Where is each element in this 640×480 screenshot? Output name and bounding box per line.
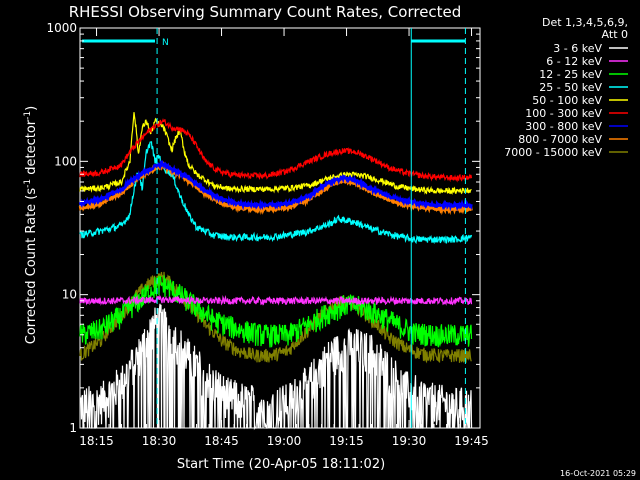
x-tick-label: 19:45 (454, 434, 489, 448)
legend-entry-label: 7000 - 15000 keV (504, 146, 602, 159)
top-bar-label: N (162, 38, 169, 48)
y-axis-label: Corrected Count Rate (s-1 detector-1) (23, 106, 39, 344)
series-line-6to12kev (79, 294, 473, 306)
chart-title: RHESSI Observing Summary Count Rates, Co… (69, 3, 462, 21)
y-axis-label-part-e: ) (24, 106, 39, 111)
x-tick-label: 19:30 (392, 434, 427, 448)
x-tick-label: 19:15 (329, 434, 364, 448)
legend-entry-label: 3 - 6 keV (553, 42, 602, 55)
y-axis-label-part-c: detector (24, 119, 39, 179)
series-line-100to300kev (79, 118, 473, 183)
marker-layer: N (82, 28, 466, 428)
series-layer (78, 112, 473, 431)
x-tick-label: 18:30 (142, 434, 177, 448)
y-axis-label-part-a: Corrected Count Rate (s (24, 188, 39, 345)
legend-entry-label: 50 - 100 keV (532, 94, 602, 107)
y-axis-label-sup-1: -1 (23, 179, 33, 188)
y-axis-label-sup-2: -1 (23, 111, 33, 120)
legend-entry-label: 25 - 50 keV (539, 81, 602, 94)
legend-entry-label: 6 - 12 keV (546, 55, 602, 68)
series-line-3to6kev (79, 303, 473, 431)
series-line-25to50kev (79, 141, 473, 245)
legend-header-attenuator: Att 0 (602, 28, 628, 41)
y-tick-label: 1 (69, 421, 77, 435)
series-line-300to800kev (78, 159, 473, 212)
x-axis-label: Start Time (20-Apr-05 18:11:02) (177, 457, 385, 472)
legend-entry-label: 300 - 800 keV (525, 120, 602, 133)
legend-entry-label: 800 - 7000 keV (518, 133, 602, 146)
footer-timestamp: 16-Oct-2021 05:29 (560, 469, 636, 478)
legend-header-detectors: Det 1,3,4,5,6,9, (542, 16, 628, 29)
series-line-12to25kev (79, 275, 473, 348)
y-tick-label: 1000 (46, 21, 77, 35)
x-tick-label: 18:15 (79, 434, 114, 448)
axis-layer: 1 10 100 1000 18:15 18:30 18:45 19:00 19:15 19:30… (46, 21, 488, 448)
legend-entry-label: 12 - 25 keV (539, 68, 602, 81)
y-tick-label: 100 (54, 154, 77, 168)
x-tick-label: 19:00 (267, 434, 302, 448)
legend-entry-label: 100 - 300 keV (525, 107, 602, 120)
series-line-50to100kev (79, 112, 472, 195)
x-tick-label: 18:45 (204, 434, 239, 448)
y-tick-label: 10 (62, 288, 77, 302)
